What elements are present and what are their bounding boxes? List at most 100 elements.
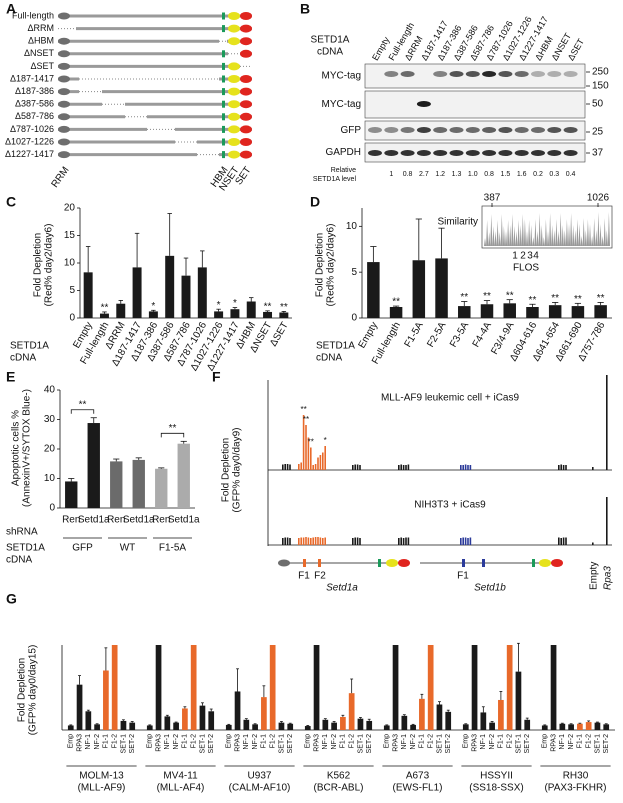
y-tick-label: 10 [346, 221, 358, 232]
bar [103, 670, 109, 730]
blot-label: GAPDH [325, 147, 361, 158]
guide-bar [317, 537, 319, 545]
guide-bar [282, 538, 284, 545]
bar [155, 468, 168, 508]
gene-domain [278, 559, 290, 567]
significance: ** [169, 423, 177, 434]
cdna-label: cDNA [317, 47, 343, 58]
relative-level: 0.2 [533, 171, 543, 178]
band [547, 127, 562, 133]
set-domain [240, 75, 252, 83]
rrm-domain [58, 113, 70, 121]
hbm-domain [222, 62, 225, 70]
guide-bar [354, 464, 356, 470]
construct-name: ΔRRM [27, 23, 54, 33]
bar [480, 304, 494, 318]
band [563, 127, 578, 133]
guide-bar [286, 537, 289, 545]
y-axis-label: Apoptotic cells % [11, 410, 22, 486]
band [384, 150, 399, 156]
relative-level: 1.6 [517, 171, 527, 178]
guide-bar [305, 537, 307, 545]
bar [419, 698, 425, 730]
guide-bar [469, 465, 472, 470]
band [531, 150, 545, 156]
x-tick-label: SET-1 [515, 734, 522, 754]
x-tick-label: RPA3 [471, 734, 478, 752]
cell-line-fusion: (PAX3-FKHR) [544, 783, 606, 794]
y-tick-label: 5 [351, 267, 357, 278]
motif-label: F1 [457, 571, 469, 582]
band [547, 150, 562, 156]
bar [116, 303, 126, 318]
x-tick-label: RPA3 [76, 734, 83, 752]
guide-bar [359, 465, 361, 470]
bar [571, 306, 585, 318]
nset-domain [228, 138, 240, 146]
guide-bar [319, 537, 322, 545]
bar [412, 260, 426, 318]
bar [132, 459, 145, 508]
band [465, 127, 480, 133]
cdna-label: SETD1A [311, 35, 350, 46]
x-tick-label: NF-2 [410, 734, 417, 750]
rrm-domain [58, 138, 70, 146]
x-tick-label: F1-1 [182, 734, 189, 749]
bar [585, 722, 592, 730]
bar [164, 716, 171, 730]
x-tick-label: NF-1 [164, 734, 171, 750]
motif-label: F1 [298, 571, 310, 582]
bar [389, 307, 403, 318]
motif-label: F2 [314, 571, 326, 582]
guide-bar [606, 497, 608, 545]
rrm-domain [58, 12, 70, 20]
bar [577, 723, 583, 730]
blot-label: GFP [340, 125, 361, 136]
bar [503, 303, 516, 318]
hbm-domain [222, 151, 225, 159]
x-axis-label: SETD1A [316, 341, 355, 352]
bar [304, 726, 311, 730]
guide-bar [462, 465, 464, 470]
gene-domain [398, 559, 410, 567]
guide-bar [314, 464, 317, 470]
nset-domain [228, 37, 240, 46]
bar [148, 311, 158, 318]
significance: ** [392, 297, 400, 308]
x-tick-label: F1-1 [340, 734, 347, 749]
panel-label: E [6, 369, 15, 385]
bar [94, 724, 100, 730]
significance: ** [101, 303, 109, 314]
bar [340, 716, 346, 730]
rrm-domain [58, 100, 70, 108]
y-tick-label: 20 [44, 444, 56, 455]
x-tick-label: Setd1a [168, 515, 200, 526]
group-label: F1-5A [159, 543, 187, 554]
bar [383, 725, 390, 730]
inset-range: 1026 [587, 193, 610, 204]
bar [594, 722, 601, 730]
band [400, 127, 415, 133]
nset-domain [228, 100, 240, 109]
construct-name: Δ1227-1417 [5, 149, 54, 159]
rrm-domain [58, 125, 70, 133]
x-tick-label: SET-1 [436, 734, 443, 754]
y-axis-label: (GFP% day0/day9) [232, 427, 243, 512]
guide-bar [286, 464, 289, 470]
hbm-domain [222, 12, 225, 20]
set-domain [240, 112, 252, 121]
guide-bar [356, 537, 359, 545]
x-tick-label: NF-1 [559, 734, 566, 750]
x-tick-label: F1-1 [577, 734, 584, 749]
bar [506, 645, 513, 730]
y-axis-label: (GFP% day0/day15) [28, 645, 39, 736]
guide-bar [298, 538, 300, 545]
bar [252, 724, 258, 730]
guide-bar [284, 464, 286, 470]
y-tick-label: 20 [64, 203, 76, 214]
construct-name: Δ187-386 [15, 86, 54, 96]
f-motif [318, 559, 321, 567]
bar [594, 305, 607, 318]
x-tick-label: NF-2 [252, 734, 259, 750]
band [465, 150, 480, 156]
